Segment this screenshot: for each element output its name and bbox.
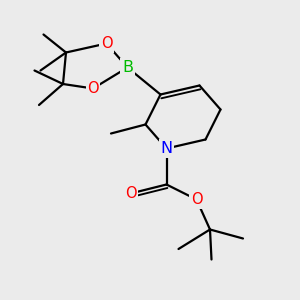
Text: O: O bbox=[101, 36, 112, 51]
Text: O: O bbox=[125, 186, 136, 201]
Text: N: N bbox=[160, 141, 172, 156]
Text: O: O bbox=[191, 192, 202, 207]
Text: O: O bbox=[87, 81, 99, 96]
Text: B: B bbox=[122, 60, 133, 75]
